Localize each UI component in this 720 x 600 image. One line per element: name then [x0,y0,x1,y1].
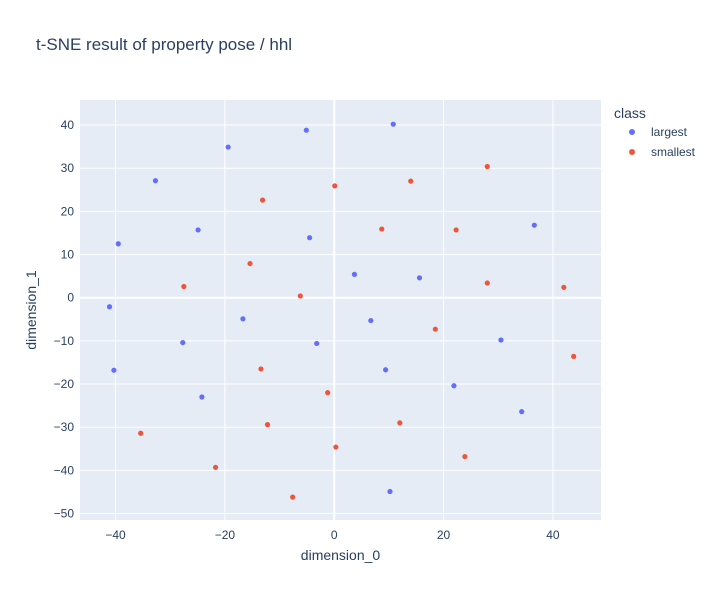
legend-item-largest[interactable]: largest [629,125,688,139]
data-point-largest[interactable] [195,227,201,233]
y-tick-label: 40 [61,118,75,132]
data-point-largest[interactable] [307,235,313,241]
data-point-smallest[interactable] [571,353,577,360]
data-point-smallest[interactable] [432,326,438,332]
y-tick-label: 30 [61,161,75,175]
data-point-smallest[interactable] [181,283,187,290]
data-point-largest[interactable] [351,271,358,277]
data-point-largest[interactable] [383,367,389,373]
data-point-smallest[interactable] [325,390,331,396]
x-tick-label: 0 [331,528,338,542]
x-tick-label: −40 [105,528,126,542]
legend-item-smallest[interactable]: smallest [629,145,696,159]
data-point-smallest[interactable] [258,366,264,372]
data-point-largest[interactable] [531,222,537,228]
data-point-largest[interactable] [519,409,525,415]
legend-marker-smallest [629,149,635,155]
chart-title: t-SNE result of property pose / hhl [36,35,292,54]
y-tick-label: −10 [54,334,75,348]
data-point-smallest[interactable] [462,453,468,460]
data-point-largest[interactable] [416,275,423,281]
data-point-largest[interactable] [106,304,113,310]
data-point-smallest[interactable] [561,284,567,290]
legend-label-smallest: smallest [651,145,696,159]
legend-title: class [614,105,646,121]
data-point-largest[interactable] [115,241,121,247]
legend: class largest smallest [614,105,696,159]
data-point-largest[interactable] [314,340,320,347]
data-point-largest[interactable] [390,121,396,127]
data-point-largest[interactable] [498,337,504,343]
series-smallest [138,163,577,500]
data-point-smallest[interactable] [138,430,144,436]
data-point-largest[interactable] [240,316,246,322]
data-point-largest[interactable] [303,127,309,133]
data-point-largest[interactable] [180,339,186,346]
data-point-largest[interactable] [368,317,374,324]
data-point-largest[interactable] [111,367,117,373]
data-point-largest[interactable] [451,383,457,389]
data-point-smallest[interactable] [297,293,303,299]
y-tick-label: 10 [61,248,75,262]
legend-marker-largest [629,129,635,135]
data-point-largest[interactable] [387,488,393,495]
y-tick-label: −50 [54,507,75,521]
y-axis-title: dimension_1 [23,270,39,350]
x-tick-label: 20 [437,528,451,542]
data-point-smallest[interactable] [397,420,403,426]
y-tick-label: 20 [61,204,75,218]
x-axis-title: dimension_0 [301,547,381,563]
data-point-smallest[interactable] [247,260,253,267]
data-point-smallest[interactable] [453,227,459,233]
data-point-largest[interactable] [199,394,205,400]
data-point-largest[interactable] [225,144,231,150]
grid-lines [80,100,601,520]
x-tick-label: −20 [215,528,236,542]
data-point-largest[interactable] [152,178,159,184]
series-largest [106,121,537,495]
data-point-smallest[interactable] [484,280,490,286]
data-point-smallest[interactable] [332,183,338,189]
data-points[interactable] [106,121,577,500]
x-tick-label: 40 [546,528,560,542]
y-tick-label: 0 [67,291,74,305]
data-point-smallest[interactable] [259,197,266,203]
x-tick-labels: −40 −20 0 20 40 [105,528,560,542]
plot-area[interactable] [80,100,601,520]
zero-lines [80,100,601,520]
y-tick-label: −20 [54,377,75,391]
data-point-smallest[interactable] [212,464,219,470]
y-tick-label: −30 [54,420,75,434]
data-point-smallest[interactable] [379,226,385,232]
data-point-smallest[interactable] [264,422,271,428]
y-tick-labels: −50 −40 −30 −20 −10 0 10 20 30 40 [54,118,75,520]
legend-label-largest: largest [651,125,688,139]
y-tick-label: −40 [54,463,75,477]
data-point-smallest[interactable] [408,178,414,184]
data-point-smallest[interactable] [290,494,296,500]
data-point-smallest[interactable] [484,163,490,170]
data-point-smallest[interactable] [333,444,339,450]
